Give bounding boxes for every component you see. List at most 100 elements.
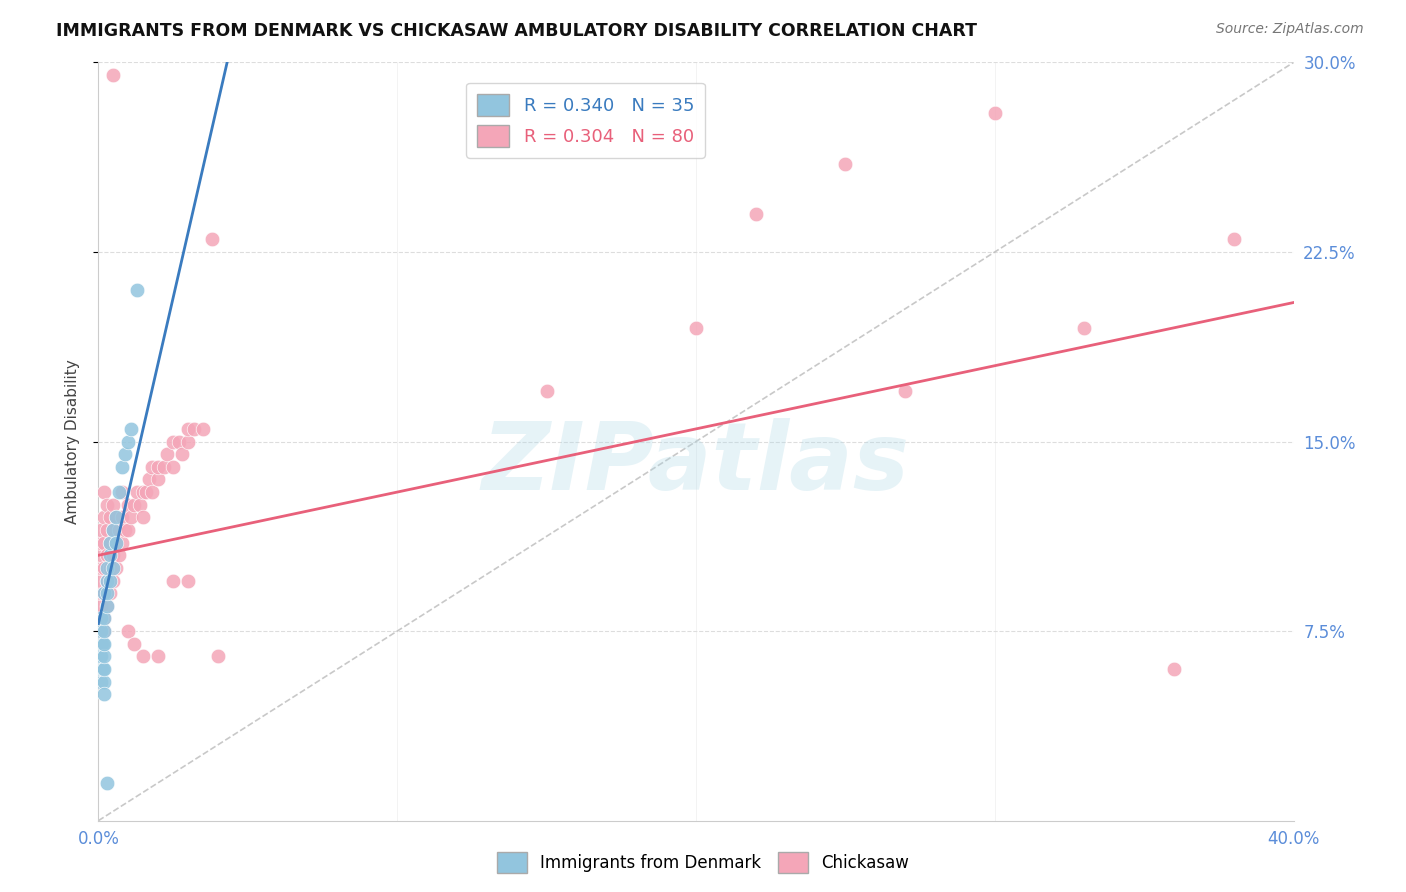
Point: [105, 510, 128, 524]
Point: [90, 637, 112, 651]
Point: [148, 649, 170, 664]
Point: [93, 485, 115, 500]
Point: [156, 447, 179, 461]
Point: [89, 649, 111, 664]
Point: [103, 68, 125, 82]
Point: [93, 611, 115, 625]
Y-axis label: Ambulatory Disability: Ambulatory Disability: [65, 359, 80, 524]
Point: [105, 535, 128, 549]
Point: [745, 207, 768, 221]
Point: [103, 523, 125, 537]
Point: [132, 649, 155, 664]
Point: [117, 624, 139, 639]
Point: [98, 574, 122, 588]
Point: [96, 523, 118, 537]
Point: [93, 637, 115, 651]
Point: [135, 485, 157, 500]
Point: [93, 611, 115, 625]
Point: [96, 548, 118, 563]
Point: [93, 624, 115, 639]
Text: IMMIGRANTS FROM DENMARK VS CHICKASAW AMBULATORY DISABILITY CORRELATION CHART: IMMIGRANTS FROM DENMARK VS CHICKASAW AMB…: [56, 22, 977, 40]
Point: [177, 574, 200, 588]
Point: [1073, 320, 1095, 334]
Point: [93, 561, 115, 575]
Point: [96, 498, 118, 512]
Point: [90, 574, 112, 588]
Point: [93, 662, 115, 676]
Point: [132, 510, 155, 524]
Point: [138, 473, 160, 487]
Point: [90, 535, 112, 549]
Point: [105, 535, 128, 549]
Point: [127, 485, 149, 500]
Point: [90, 548, 112, 563]
Point: [103, 523, 125, 537]
Legend: Immigrants from Denmark, Chickasaw: Immigrants from Denmark, Chickasaw: [491, 846, 915, 880]
Point: [98, 586, 122, 600]
Point: [162, 434, 184, 449]
Point: [90, 611, 112, 625]
Point: [172, 447, 194, 461]
Point: [96, 599, 118, 613]
Point: [834, 156, 856, 170]
Point: [141, 459, 163, 474]
Point: [93, 674, 115, 689]
Point: [93, 687, 115, 701]
Point: [111, 535, 134, 549]
Point: [96, 599, 118, 613]
Point: [98, 548, 122, 563]
Point: [93, 586, 115, 600]
Point: [103, 574, 125, 588]
Point: [127, 283, 149, 297]
Point: [117, 434, 139, 449]
Point: [117, 498, 139, 512]
Point: [96, 586, 118, 600]
Point: [894, 384, 917, 398]
Text: Source: ZipAtlas.com: Source: ZipAtlas.com: [1216, 22, 1364, 37]
Point: [90, 611, 112, 625]
Point: [120, 422, 142, 436]
Point: [90, 649, 112, 664]
Point: [201, 232, 224, 246]
Legend: R = 0.340   N = 35, R = 0.304   N = 80: R = 0.340 N = 35, R = 0.304 N = 80: [465, 83, 704, 158]
Point: [536, 384, 558, 398]
Point: [90, 674, 112, 689]
Point: [117, 523, 139, 537]
Point: [93, 510, 115, 524]
Point: [153, 459, 176, 474]
Point: [98, 535, 122, 549]
Point: [105, 510, 128, 524]
Point: [148, 473, 170, 487]
Text: ZIPatlas: ZIPatlas: [482, 418, 910, 510]
Point: [105, 561, 128, 575]
Point: [91, 637, 114, 651]
Point: [108, 523, 131, 537]
Point: [103, 498, 125, 512]
Point: [141, 485, 163, 500]
Point: [91, 662, 114, 676]
Point: [183, 422, 205, 436]
Point: [148, 459, 170, 474]
Point: [111, 485, 134, 500]
Point: [132, 485, 155, 500]
Point: [93, 624, 115, 639]
Point: [984, 106, 1007, 120]
Point: [93, 586, 115, 600]
Point: [90, 561, 112, 575]
Point: [93, 649, 115, 664]
Point: [124, 637, 146, 651]
Point: [162, 459, 184, 474]
Point: [90, 523, 112, 537]
Point: [167, 434, 190, 449]
Point: [96, 574, 118, 588]
Point: [93, 535, 115, 549]
Point: [90, 586, 112, 600]
Point: [103, 548, 125, 563]
Point: [114, 523, 136, 537]
Point: [129, 498, 152, 512]
Point: [111, 459, 134, 474]
Point: [685, 320, 707, 334]
Point: [120, 510, 142, 524]
Point: [124, 498, 146, 512]
Point: [90, 599, 112, 613]
